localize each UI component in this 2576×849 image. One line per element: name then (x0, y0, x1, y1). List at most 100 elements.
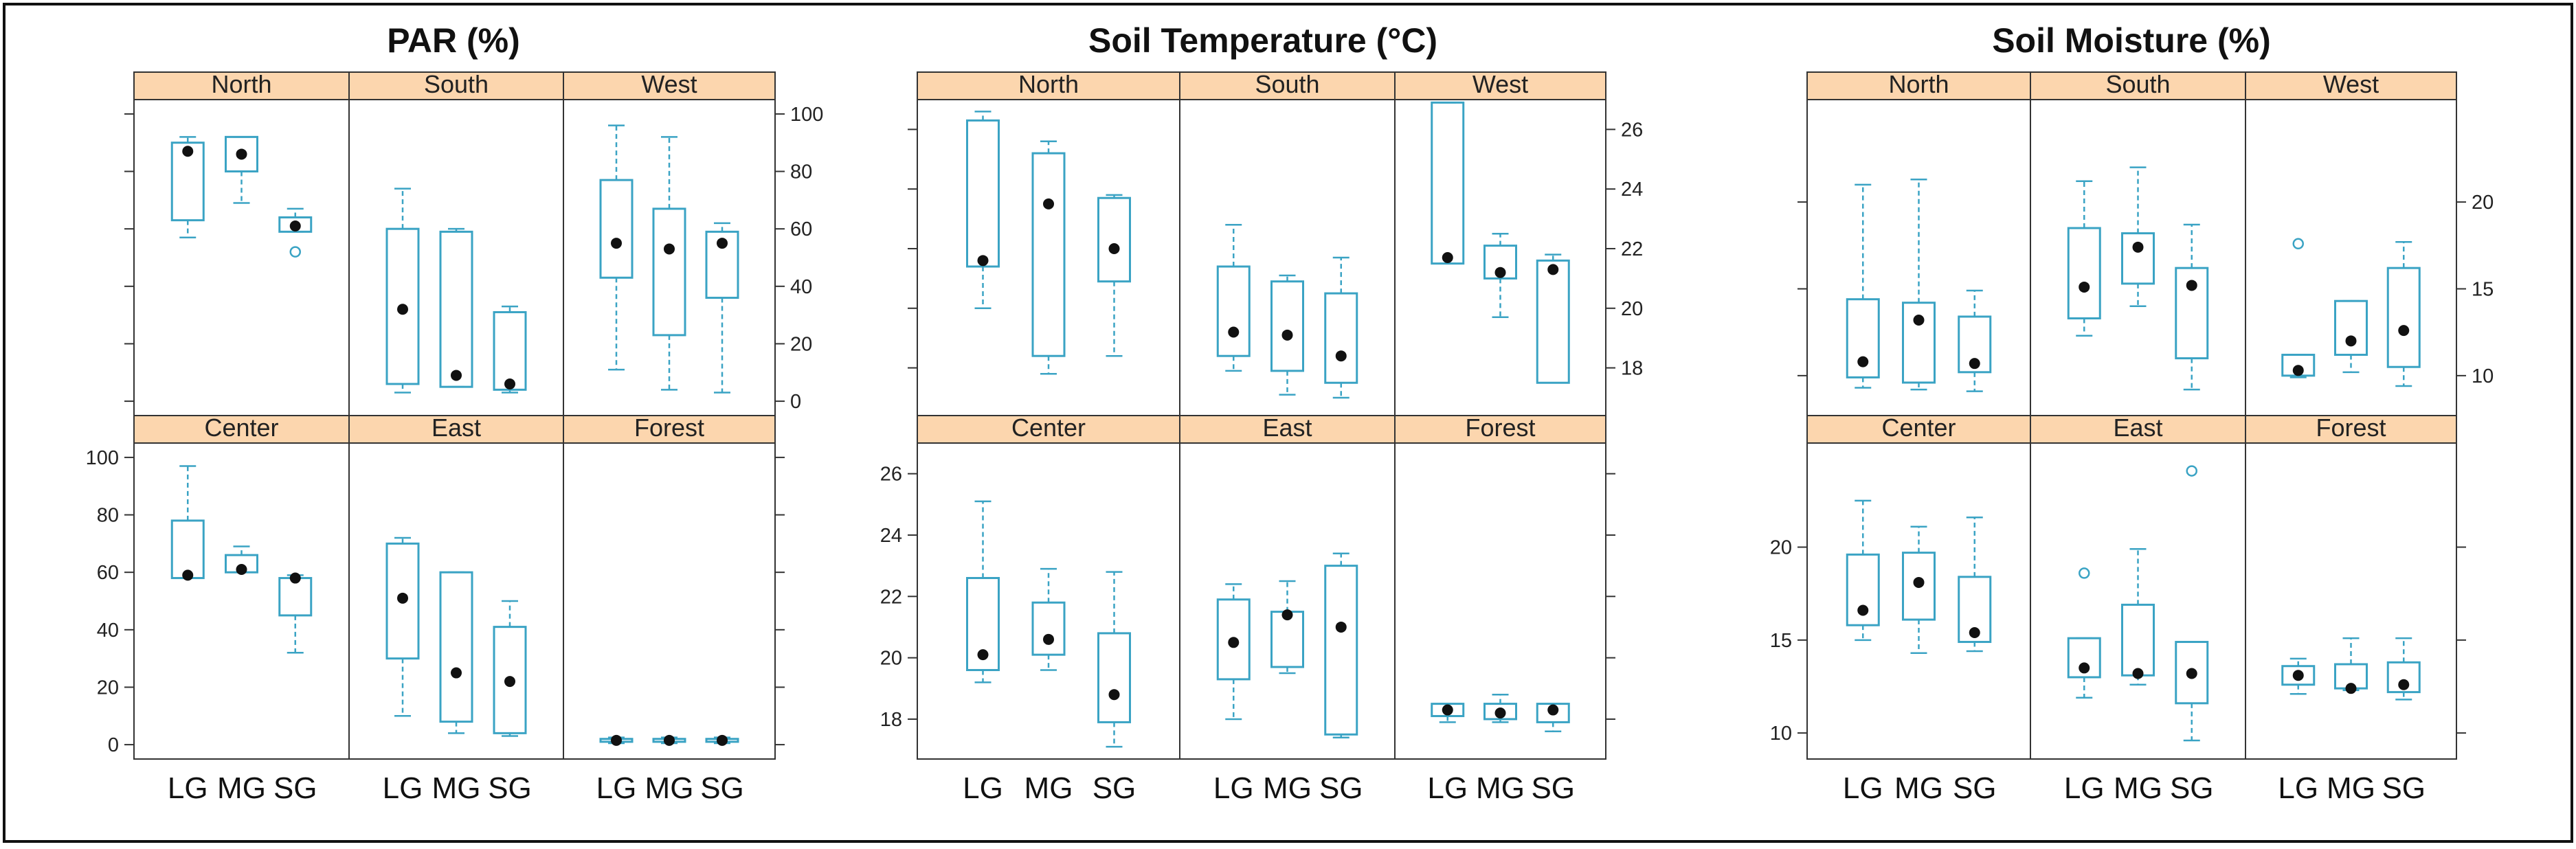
box-iqr (1846, 298, 1880, 378)
box-mg (1031, 567, 1066, 671)
panel-frame (1179, 99, 1396, 416)
panel-frame (2030, 99, 2246, 416)
outlier-point (289, 246, 301, 258)
y-tick-label: 20 (97, 677, 119, 699)
x-tick-label: SG (1093, 771, 1136, 805)
box-lg (599, 734, 634, 746)
y-tick-label: 20 (1770, 537, 1792, 559)
box-mg (2334, 299, 2368, 374)
median-point (397, 304, 408, 315)
x-tick-label: SG (488, 771, 532, 805)
box-iqr (1324, 565, 1358, 736)
box-lg (170, 136, 205, 238)
strip (1394, 415, 1606, 444)
y-tick-label: 20 (880, 648, 902, 670)
median-point (1335, 621, 1347, 633)
box-lg (2067, 567, 2101, 699)
median-point (2292, 365, 2304, 376)
panel-north: North (1806, 70, 2031, 416)
box-iqr (170, 142, 205, 222)
box-mg (1902, 525, 1936, 655)
box-mg (2121, 166, 2155, 308)
y-tick-label: 20 (1621, 298, 1643, 320)
x-tick-label: SG (2382, 771, 2426, 805)
box-lg (1431, 101, 1465, 265)
panel-south: South (2030, 70, 2246, 416)
x-tick-label: LG (2278, 771, 2318, 805)
box-iqr (599, 179, 634, 279)
box-iqr (1097, 196, 1131, 283)
chart-soil-temperature: Soil Temperature (°C) North South West Cente… (880, 21, 1644, 805)
x-tick-label: SG (1953, 771, 1997, 805)
x-tick-label: MG (1024, 771, 1073, 805)
y-tick-label: 100 (86, 447, 119, 469)
median-point (1913, 314, 1925, 326)
median-point (2079, 662, 2090, 674)
median-point (1442, 252, 1453, 263)
strip-label: South (1255, 70, 1319, 98)
y-axis-row1: 0 20 40 60 80 100 (124, 104, 823, 413)
box-iqr (278, 577, 313, 617)
panel-frame (348, 99, 564, 416)
median-point (182, 146, 194, 157)
box-iqr (278, 216, 313, 233)
box-sg (1097, 194, 1131, 357)
box-sg (493, 600, 527, 737)
box-iqr (1536, 703, 1570, 723)
strip-label: Forest (634, 414, 704, 442)
panel-frame (133, 442, 350, 760)
x-tick-label: LG (963, 771, 1003, 805)
strip-label: East (2113, 414, 2162, 442)
median-point (2398, 325, 2410, 337)
box-lg (966, 111, 1000, 310)
median-point (2398, 679, 2410, 690)
panel-frame (348, 442, 564, 760)
strip (2245, 415, 2457, 444)
x-tick-label: MG (645, 771, 694, 805)
box-iqr (705, 230, 739, 299)
box-mg (2121, 547, 2155, 686)
panel-north: North (917, 70, 1180, 416)
box-iqr (966, 119, 1000, 268)
strip-label: East (1262, 414, 1312, 442)
box-iqr (170, 519, 205, 580)
box-sg (2386, 241, 2421, 387)
box-iqr (1216, 265, 1251, 357)
x-tick-label: LG (383, 771, 423, 805)
box-iqr (1958, 576, 1992, 644)
box-sg (493, 305, 527, 394)
panel-frame (133, 99, 350, 416)
y-tick-label: 10 (2472, 365, 2494, 387)
panel-frame (1394, 442, 1606, 760)
box-lg (2281, 657, 2316, 695)
median-point (1969, 358, 1980, 370)
figure-border (3, 3, 2573, 843)
box-mg (652, 734, 686, 746)
box-iqr (1216, 598, 1251, 681)
median-point (1281, 609, 1293, 621)
box-iqr (225, 135, 258, 173)
median-point (1494, 267, 1506, 278)
panel-south: South (1179, 70, 1396, 416)
panel-north: North (133, 70, 350, 416)
box-mg (1483, 693, 1517, 723)
box-mg (1902, 179, 1936, 391)
x-tick-label: SG (1531, 771, 1575, 805)
median-point (289, 220, 301, 231)
y-tick-label: 80 (97, 505, 119, 527)
panel-south: South (348, 70, 564, 416)
panel-west: West (1394, 70, 1606, 416)
strip-label: South (424, 70, 489, 98)
y-tick-label: 100 (790, 104, 823, 126)
strip-label: Forest (2316, 414, 2386, 442)
box-iqr (439, 571, 473, 723)
x-tick-label: MG (1263, 771, 1312, 805)
x-tick-label: MG (1476, 771, 1525, 805)
x-tick-label: LG (596, 771, 637, 805)
box-iqr (1483, 703, 1517, 721)
